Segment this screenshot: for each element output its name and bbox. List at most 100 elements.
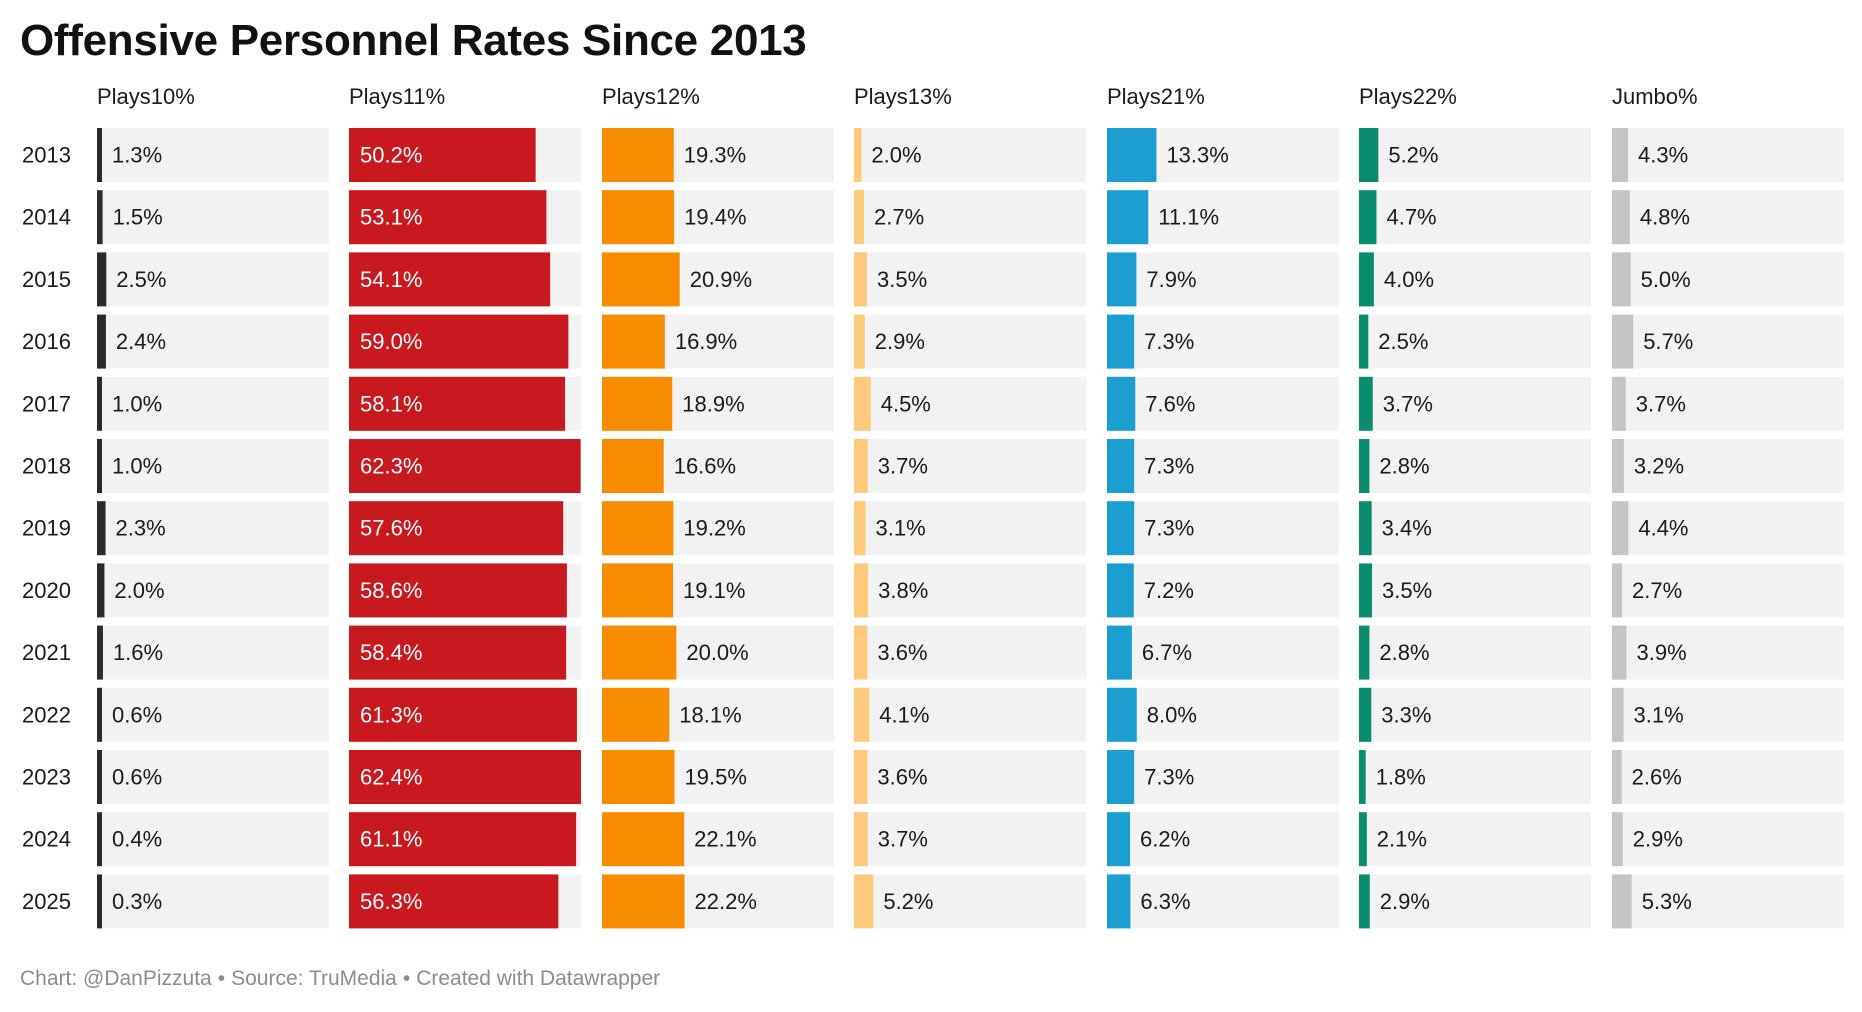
value-label: 7.6% xyxy=(1145,391,1195,416)
footer-separator: • xyxy=(217,967,226,990)
bar xyxy=(97,376,102,431)
value-label: 53.1% xyxy=(360,205,422,230)
bar xyxy=(602,687,670,742)
bar xyxy=(854,625,868,680)
value-label: 2.8% xyxy=(1379,640,1429,665)
value-label: 3.3% xyxy=(1381,702,1431,727)
bar xyxy=(97,252,107,307)
value-label: 19.2% xyxy=(683,516,745,541)
bar xyxy=(854,687,870,742)
value-label: 3.9% xyxy=(1637,640,1687,665)
value-label: 1.0% xyxy=(112,454,162,479)
value-label: 7.3% xyxy=(1144,329,1194,354)
bar-track xyxy=(1359,314,1591,369)
bar xyxy=(97,750,102,804)
bar xyxy=(97,874,102,929)
bar xyxy=(1612,128,1628,182)
bar-track xyxy=(1612,252,1844,307)
bar xyxy=(854,501,866,556)
bar xyxy=(1612,812,1623,867)
value-label: 2.8% xyxy=(1379,454,1429,479)
value-label: 19.1% xyxy=(683,578,745,603)
bar xyxy=(854,563,869,618)
bar xyxy=(1359,874,1370,929)
value-label: 54.1% xyxy=(360,267,422,292)
bar xyxy=(1359,501,1372,556)
value-label: 4.5% xyxy=(881,391,931,416)
bar xyxy=(602,501,674,556)
bar-track xyxy=(97,812,329,867)
bar-track xyxy=(1359,563,1591,618)
bar-track xyxy=(854,128,1086,182)
bar xyxy=(1359,812,1367,867)
bar-track xyxy=(1107,439,1339,493)
year-label: 2019 xyxy=(22,516,71,541)
bar-track xyxy=(1359,190,1591,245)
bar xyxy=(349,563,567,618)
value-label: 18.1% xyxy=(679,702,741,727)
bar xyxy=(602,128,674,182)
bar xyxy=(1107,190,1149,245)
bar-track xyxy=(97,874,329,929)
bar-track xyxy=(1359,252,1591,307)
value-label: 3.6% xyxy=(877,640,927,665)
column-header: Plays21% xyxy=(1107,84,1205,109)
bar xyxy=(1107,563,1134,618)
bar xyxy=(349,874,559,929)
bar xyxy=(854,376,871,431)
bar xyxy=(349,625,567,680)
created-with-note: Created with Datawrapper xyxy=(416,967,661,990)
value-label: 2.7% xyxy=(1632,578,1682,603)
bar xyxy=(97,439,102,493)
value-label: 2.4% xyxy=(116,329,166,354)
bar-track xyxy=(1107,812,1339,867)
value-label: 0.6% xyxy=(112,765,162,790)
bar xyxy=(97,501,106,556)
bar-track xyxy=(97,128,329,182)
bar xyxy=(1359,190,1377,245)
value-label: 3.5% xyxy=(1382,578,1432,603)
bar xyxy=(1107,812,1131,867)
value-label: 19.4% xyxy=(684,205,746,230)
column-header: Plays12% xyxy=(602,84,700,109)
year-label: 2023 xyxy=(22,765,71,790)
column-header: Plays10% xyxy=(97,84,195,109)
value-label: 3.4% xyxy=(1382,516,1432,541)
bar-track xyxy=(1107,625,1339,680)
column-header: Plays11% xyxy=(349,84,445,109)
value-label: 7.9% xyxy=(1146,267,1196,292)
bar xyxy=(854,874,874,929)
column-header: Plays22% xyxy=(1359,84,1457,109)
bar xyxy=(1359,750,1366,804)
bar-track xyxy=(854,563,1086,618)
value-label: 7.3% xyxy=(1144,516,1194,541)
bar xyxy=(1612,190,1630,245)
bar-track xyxy=(854,750,1086,804)
value-label: 1.8% xyxy=(1376,765,1426,790)
value-label: 2.9% xyxy=(875,329,925,354)
bar xyxy=(854,128,862,182)
bar xyxy=(1107,501,1135,556)
year-label: 2018 xyxy=(22,454,71,479)
bar-track xyxy=(1107,314,1339,369)
bar xyxy=(97,190,103,245)
value-label: 7.3% xyxy=(1144,765,1194,790)
bar-track xyxy=(854,439,1086,493)
bar xyxy=(349,750,581,804)
bar xyxy=(1612,376,1626,431)
value-label: 4.7% xyxy=(1386,205,1436,230)
value-label: 58.6% xyxy=(360,578,422,603)
bar-track xyxy=(97,439,329,493)
bar xyxy=(97,625,103,680)
bar xyxy=(854,314,865,369)
bar xyxy=(1612,501,1629,556)
bar-track xyxy=(854,501,1086,556)
year-label: 2021 xyxy=(22,640,71,665)
value-label: 8.0% xyxy=(1147,702,1197,727)
bar xyxy=(602,314,665,369)
value-label: 2.0% xyxy=(114,578,164,603)
bar xyxy=(602,439,664,493)
bar-track xyxy=(1612,812,1844,867)
bar-track xyxy=(1359,128,1591,182)
year-label: 2017 xyxy=(22,391,71,416)
